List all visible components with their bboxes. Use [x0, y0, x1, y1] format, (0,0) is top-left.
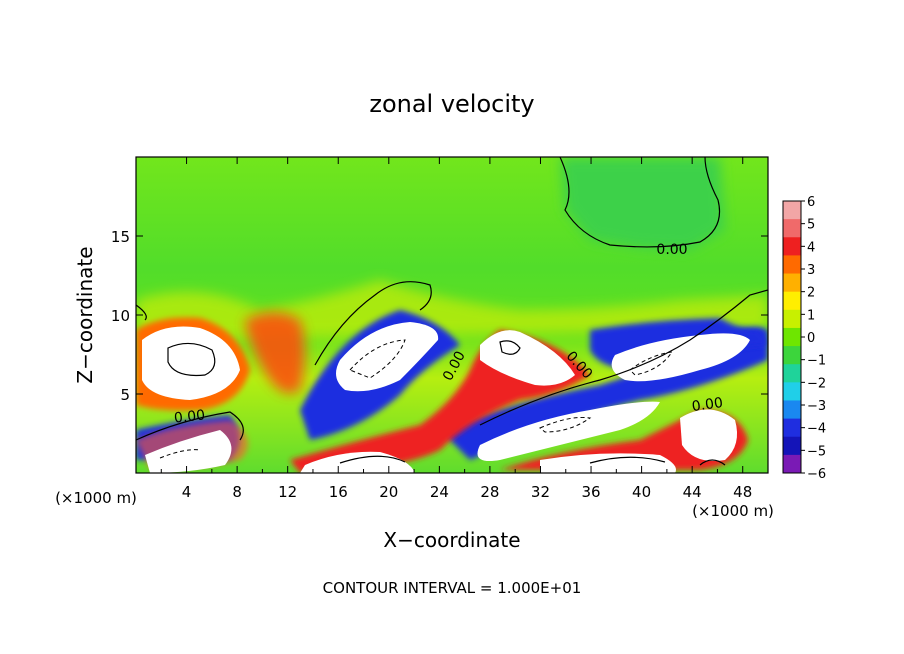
x-tick-label: 16	[329, 483, 348, 501]
y-tick-label: 10	[111, 307, 130, 325]
colorbar-label: −1	[807, 354, 826, 369]
colorbar-segment	[783, 201, 801, 220]
x-tick-label: 32	[531, 483, 550, 501]
colorbar-label: 6	[807, 195, 815, 210]
x-axis: 4 8 12 16 20 24 28 32 36 40 44 48	[160, 157, 752, 501]
colorbar-segment	[783, 327, 801, 347]
colorbar-segment	[783, 291, 801, 311]
colorbar-label: 5	[807, 218, 815, 233]
colorbar-label: 4	[807, 240, 815, 255]
x-tick-label: 28	[480, 483, 499, 501]
x-tick-label: 24	[430, 483, 449, 501]
colorbar-segment	[783, 255, 801, 275]
colorbar-label: −5	[807, 444, 826, 459]
y-axis-title: Z−coordinate	[73, 246, 97, 383]
contour-interval-note: CONTOUR INTERVAL = 1.000E+01	[323, 579, 582, 597]
x-axis-title: X−coordinate	[383, 528, 520, 552]
y-tick-label: 15	[111, 228, 130, 246]
x-tick-label: 44	[683, 483, 702, 501]
colorbar-label: −4	[807, 422, 826, 437]
y-tick-label: 5	[120, 386, 130, 404]
colorbar-label: −3	[807, 399, 826, 414]
x-tick-label: 8	[232, 483, 242, 501]
x-unit-label: (×1000 m)	[692, 502, 774, 520]
colorbar: 6 5 4 3 2 1 0 −1 −2 −3 −4 −5 −6	[782, 195, 826, 482]
colorbar-segment	[783, 309, 801, 329]
colorbar-segment	[783, 273, 801, 293]
y-axis: 5 10 15	[111, 228, 768, 404]
heatmap-field	[136, 157, 768, 473]
contour-label: 0.00	[656, 242, 687, 258]
colorbar-segment	[783, 418, 801, 438]
x-tick-label: 48	[733, 483, 752, 501]
contour-label: 0.00	[173, 407, 206, 426]
colorbar-segment	[783, 237, 801, 256]
colorbar-segment	[783, 346, 801, 365]
chart-title: zonal velocity	[369, 90, 534, 118]
colorbar-label: 0	[807, 331, 815, 346]
colorbar-label: −2	[807, 376, 826, 391]
y-unit-label: (×1000 m)	[55, 489, 137, 507]
colorbar-segment	[783, 400, 801, 420]
x-tick-label: 12	[278, 483, 297, 501]
x-tick-label: 36	[581, 483, 600, 501]
x-tick-label: 20	[379, 483, 398, 501]
colorbar-segment	[783, 454, 801, 474]
colorbar-label: −6	[807, 467, 826, 482]
colorbar-segment	[783, 436, 801, 456]
colorbar-segment	[783, 364, 801, 383]
colorbar-segment	[783, 219, 801, 238]
x-tick-label: 4	[182, 483, 192, 501]
contour-label: 0.00	[691, 395, 724, 415]
colorbar-segment	[783, 382, 801, 401]
colorbar-label: 1	[807, 308, 815, 323]
x-tick-label: 40	[632, 483, 651, 501]
colorbar-label: 3	[807, 263, 815, 278]
colorbar-label: 2	[807, 286, 815, 301]
